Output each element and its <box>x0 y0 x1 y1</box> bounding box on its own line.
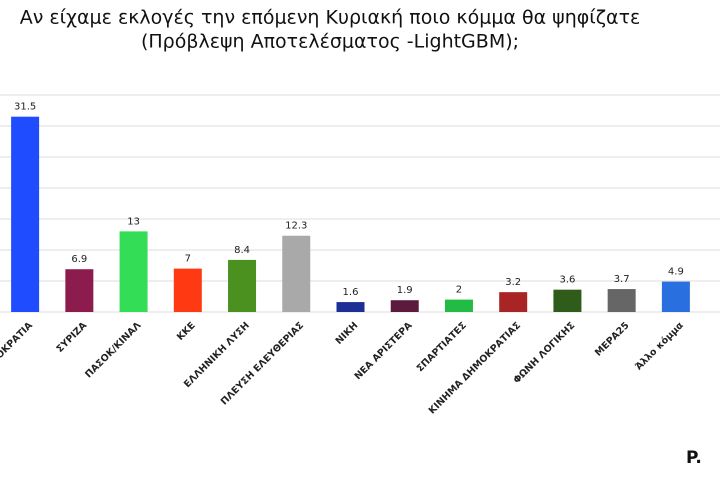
value-label: 13 <box>127 216 140 227</box>
bar <box>228 259 257 312</box>
value-label: 3.2 <box>505 277 521 288</box>
x-tick-label: ΝΕΑ ΑΡΙΣΤΕΡΑ <box>353 320 415 382</box>
value-label: 12.3 <box>285 221 307 232</box>
x-tick-label: ΝΕΑ ΔΗΜΟΚΡΑΤΙΑ <box>0 320 35 397</box>
bar <box>282 235 311 312</box>
value-label: 1.9 <box>397 285 413 296</box>
bar <box>173 268 202 312</box>
value-label: 8.4 <box>234 245 250 256</box>
value-label: 7 <box>185 254 191 265</box>
value-label: 1.6 <box>343 287 359 298</box>
bar <box>119 231 148 312</box>
value-label: 6.9 <box>71 254 87 265</box>
x-tick-label: ΚΙΝΗΜΑ ΔΗΜΟΚΡΑΤΙΑΣ <box>427 320 523 416</box>
value-label: 3.6 <box>559 275 575 286</box>
x-tick-label: ΣΠΑΡΤΙΑΤΕΣ <box>415 320 469 374</box>
x-tick-label: ΚΚΕ <box>175 320 198 343</box>
bar <box>11 116 40 312</box>
bar <box>65 269 94 312</box>
chart-title: Αν είχαμε εκλογές την επόμενη Κυριακή πο… <box>20 7 641 29</box>
bar <box>553 289 582 312</box>
bar <box>499 292 528 312</box>
x-tick-label: ΝΙΚΗ <box>334 320 361 347</box>
x-tick-label: ΣΥΡΙΖΑ <box>55 320 90 355</box>
bar <box>607 289 636 312</box>
bar <box>336 302 365 312</box>
value-label: 4.9 <box>668 267 684 278</box>
x-tick-label: ΦΩΝΗ ΛΟΓΙΚΗΣ <box>511 320 577 386</box>
value-label: 31.5 <box>14 102 36 113</box>
x-tick-label: ΠΑΣΟΚ/ΚΙΝΑΛ <box>83 320 144 381</box>
bar <box>661 281 690 312</box>
value-label: 2 <box>456 285 462 296</box>
bar <box>444 299 473 312</box>
x-tick-label: Άλλο κόμμα <box>633 320 686 373</box>
x-tick-label: ΜΕΡΑ25 <box>593 320 632 359</box>
value-label: 3.7 <box>614 274 630 285</box>
chart-subtitle: (Πρόβλεψη Αποτελέσματος -LightGBM); <box>141 31 519 53</box>
bar <box>390 300 419 312</box>
logo: P. <box>686 448 702 468</box>
